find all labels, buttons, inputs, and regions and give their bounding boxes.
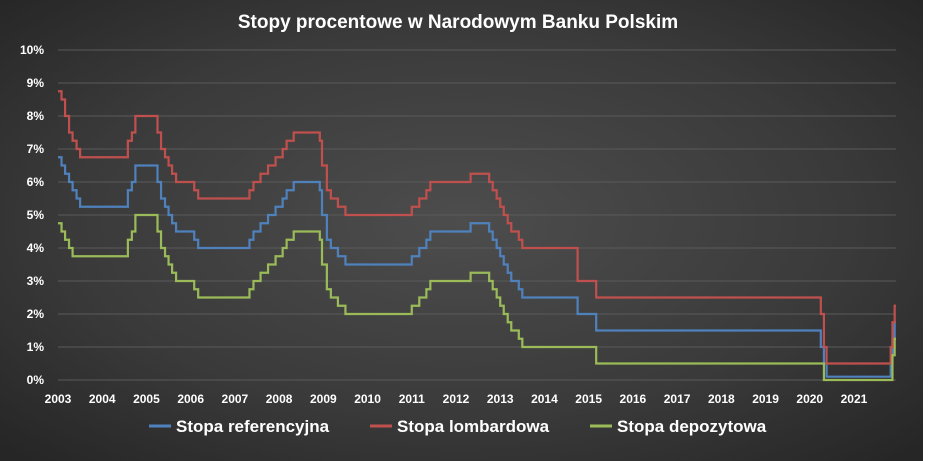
y-tick-label: 0% <box>27 373 45 387</box>
y-tick-label: 2% <box>27 307 45 321</box>
x-tick-label: 2008 <box>266 392 293 406</box>
series-line-0 <box>58 156 896 378</box>
legend: Stopa referencyjna Stopa lombardowa Stopa … <box>149 417 767 436</box>
legend-label: Stopa referencyjna <box>176 417 330 436</box>
x-tick-label: 2018 <box>708 392 735 406</box>
legend-label: Stopa lombardowa <box>397 417 550 436</box>
y-tick-label: 5% <box>27 208 45 222</box>
series-line-1 <box>58 90 896 365</box>
legend-label: Stopa depozytowa <box>617 417 767 436</box>
x-tick-label: 2009 <box>310 392 337 406</box>
x-tick-label: 2015 <box>575 392 602 406</box>
x-tick-label: 2014 <box>531 392 558 406</box>
y-tick-label: 8% <box>27 109 45 123</box>
x-tick-label: 2011 <box>399 392 425 406</box>
chart-title: Stopy procentowe w Narodowym Banku Polsk… <box>238 12 678 33</box>
grid-lines <box>58 49 896 381</box>
x-tick-label: 2019 <box>752 392 779 406</box>
x-tick-label: 2020 <box>796 392 823 406</box>
y-tick-label: 7% <box>27 142 45 156</box>
x-axis: 2003 2004 2005 2006 2007 2008 2009 2010 2011 2012… <box>45 392 868 406</box>
x-tick-label: 2016 <box>620 392 647 406</box>
x-tick-label: 2017 <box>664 392 691 406</box>
x-tick-label: 2012 <box>443 392 470 406</box>
y-tick-label: 3% <box>27 274 45 288</box>
y-tick-label: 4% <box>27 241 45 255</box>
x-tick-label: 2007 <box>222 392 249 406</box>
x-tick-label: 2006 <box>177 392 204 406</box>
x-tick-label: 2013 <box>487 392 514 406</box>
y-tick-label: 1% <box>27 340 45 354</box>
x-tick-label: 2005 <box>133 392 160 406</box>
y-tick-label: 10% <box>20 43 44 57</box>
x-tick-label: 2021 <box>841 392 868 406</box>
series-lines <box>58 90 896 382</box>
x-tick-label: 2003 <box>45 392 72 406</box>
y-tick-label: 6% <box>27 175 45 189</box>
y-tick-label: 9% <box>27 76 45 90</box>
x-tick-label: 2010 <box>354 392 381 406</box>
y-axis: 0% 1% 2% 3% 4% 5% 6% 7% 8% 9% 10% <box>20 43 44 387</box>
series-line-2 <box>58 213 896 382</box>
x-tick-label: 2004 <box>89 392 116 406</box>
